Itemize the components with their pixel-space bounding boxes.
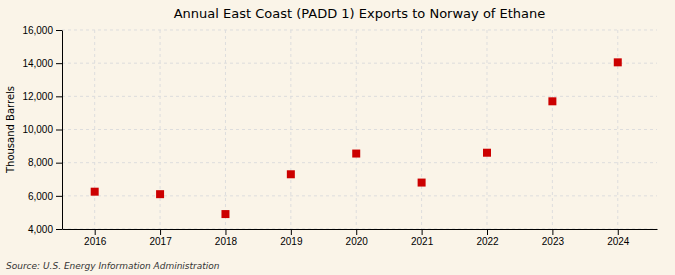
grid-line (94, 30, 95, 229)
points (91, 58, 622, 218)
tick-mark (552, 229, 553, 235)
axis-line (63, 229, 658, 230)
grid-line (421, 30, 422, 229)
grid-line (160, 30, 161, 229)
point (221, 210, 229, 218)
tick: 2022 (476, 229, 499, 247)
tick: 2024 (607, 229, 630, 247)
grid-line (356, 30, 357, 229)
tick: 6,000 (28, 191, 62, 202)
grid-line (487, 30, 488, 229)
tick: 4,000 (28, 224, 62, 235)
y-axis-title: Thousand Barrels (5, 86, 16, 174)
point (614, 58, 622, 66)
tick-mark (95, 229, 96, 235)
grid-line (62, 162, 657, 163)
tick: 2016 (84, 229, 107, 247)
tick-mark (56, 229, 62, 230)
grid-line (62, 129, 657, 130)
tick: 14,000 (22, 58, 62, 69)
plot: 2016 2017 2018 2019 2020 2021 2022 2023 2024 4,00… (22, 25, 657, 247)
grid-line (552, 30, 553, 229)
grid (62, 30, 657, 229)
grid-line (62, 63, 657, 64)
grid-line (62, 96, 657, 97)
point (548, 97, 556, 105)
grid-line (62, 229, 657, 230)
tick-label: 4,000 (28, 224, 53, 235)
tick-label: 12,000 (22, 91, 53, 102)
tick-label: 14,000 (22, 58, 53, 69)
axis-line (62, 31, 63, 230)
tick-mark (56, 63, 62, 64)
tick-label: 2020 (346, 236, 369, 247)
tick: 8,000 (28, 157, 62, 168)
tick-mark (422, 229, 423, 235)
tick-label: 10,000 (22, 124, 53, 135)
chart: 2016 2017 2018 2019 2020 2021 2022 2023 2024 4,00… (0, 0, 675, 275)
tick: 2023 (542, 229, 565, 247)
tick: 2018 (215, 229, 238, 247)
point (483, 149, 491, 157)
source: Source: U.S. Energy Information Administ… (6, 261, 220, 271)
tick: 12,000 (22, 91, 62, 102)
tick: 2019 (280, 229, 303, 247)
point (418, 179, 426, 187)
tick-label: 2017 (149, 236, 172, 247)
tick-label: 2016 (84, 236, 107, 247)
grid-line (225, 30, 226, 229)
tick-label: 2022 (476, 236, 499, 247)
tick-label: 2024 (607, 236, 630, 247)
tick-label: 2018 (215, 236, 238, 247)
point (91, 188, 99, 196)
tick-label: 16,000 (22, 25, 53, 36)
tick-mark (225, 229, 226, 235)
tick-mark (56, 196, 62, 197)
tick-mark (56, 30, 62, 31)
tick-mark (618, 229, 619, 235)
tick-mark (56, 163, 62, 164)
grid-line (62, 30, 657, 31)
tick-label: 6,000 (28, 191, 53, 202)
tick-mark (291, 229, 292, 235)
tick-mark (487, 229, 488, 235)
grid-line (290, 30, 291, 229)
grid-line (62, 195, 657, 196)
point (156, 190, 164, 198)
point (287, 170, 295, 178)
tick-label: 2021 (411, 236, 434, 247)
x-axis: 2016 2017 2018 2019 2020 2021 2022 2023 2024 (63, 229, 658, 247)
tick-label: 2023 (542, 236, 565, 247)
tick-mark (56, 96, 62, 97)
tick-label: 2019 (280, 236, 303, 247)
tick-label: 8,000 (28, 157, 53, 168)
tick-mark (56, 130, 62, 131)
title: Annual East Coast (PADD 1) Exports to No… (174, 6, 546, 21)
tick-mark (160, 229, 161, 235)
tick: 2021 (411, 229, 434, 247)
background (0, 0, 675, 275)
tick-mark (356, 229, 357, 235)
tick: 16,000 (22, 25, 62, 36)
tick: 2017 (149, 229, 172, 247)
point (352, 150, 360, 158)
tick: 10,000 (22, 124, 62, 135)
tick: 2020 (346, 229, 369, 247)
y-axis: 4,000 6,000 8,000 10,000 12,000 14,000 16,000 (22, 25, 62, 235)
